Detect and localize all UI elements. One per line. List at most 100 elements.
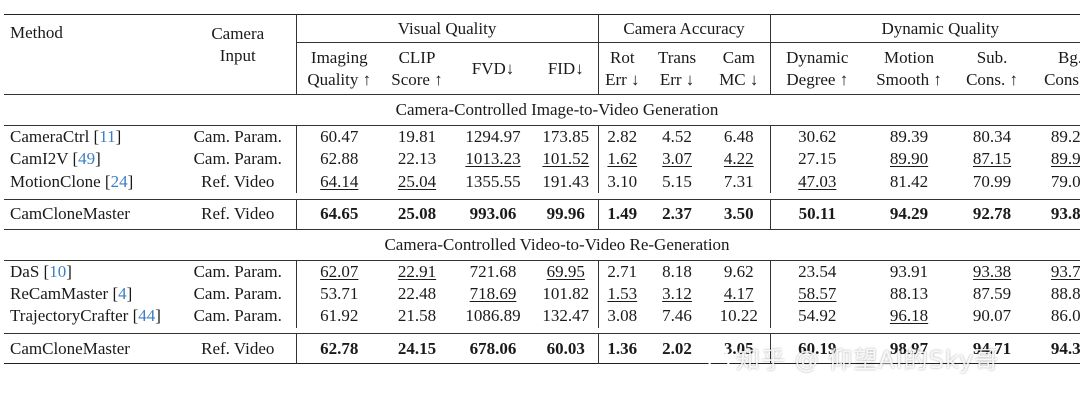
metric-value: 721.68 (452, 259, 534, 283)
metric-value-text: 4.52 (662, 127, 692, 146)
column-header-line: Imaging (310, 47, 368, 67)
camera-input-header-line: Input (219, 46, 256, 65)
column-header-line: Err ↓ (659, 69, 695, 89)
column-header-line: Cons. ↑ (1044, 69, 1080, 89)
metric-value: 87.59 (954, 283, 1030, 306)
citation-link[interactable]: 24 (110, 171, 128, 191)
metric-value-text: 173.85 (542, 127, 590, 146)
metric-value-text: 3.08 (607, 306, 638, 326)
citation-link[interactable]: 49 (78, 149, 96, 169)
metric-value: 70.99 (954, 171, 1030, 194)
table-row: ReCamMaster [4] Cam. Param. 53.71 22.48 718.… (4, 282, 1080, 306)
column-header-line: FVD↓ (471, 58, 515, 78)
metric-value-text: 22.48 (397, 283, 437, 303)
method-name: MotionClone [24] (4, 171, 180, 194)
metric-value-best: 1.49 (598, 198, 647, 229)
metric-value-text: 2.82 (607, 127, 638, 146)
metric-value-text: 718.69 (469, 283, 517, 303)
citation-link[interactable]: 11 (99, 127, 116, 146)
metric-value: 79.06 (1030, 171, 1080, 194)
section-title: Camera-Controlled Video-to-Video Re-Gene… (4, 228, 1080, 260)
method-header: Method (4, 14, 180, 95)
metric-value-text: 30.62 (798, 127, 837, 146)
camera-input-header: Camera Input (180, 14, 297, 95)
metric-value-best: 3.05 (708, 333, 771, 364)
metric-value-text: 191.43 (542, 171, 590, 191)
column-header-line: Dynamic (786, 47, 849, 67)
zhihu-logo-icon (708, 349, 730, 371)
metric-value-text: 87.59 (972, 283, 1012, 303)
citation-link[interactable]: 44 (138, 306, 156, 326)
metric-value-text: 96.18 (889, 306, 929, 326)
metric-value-text: 7.46 (662, 306, 692, 326)
table-row: CameraCtrl [11] Cam. Param. 60.47 19.81 1294… (4, 125, 1080, 148)
metric-value: 3.12 (646, 283, 708, 306)
camera-input: Cam. Param. (180, 282, 297, 305)
metric-value: 10.22 (708, 305, 771, 328)
metric-value-text: 86.09 (1050, 306, 1080, 326)
metric-value: 5.15 (646, 171, 708, 194)
metric-value: 62.07 (296, 259, 382, 283)
column-header-line: Trans (657, 47, 697, 67)
camera-input: Ref. Video (180, 198, 297, 229)
metric-value-best: 993.06 (452, 198, 534, 229)
metric-value: 3.10 (598, 171, 646, 194)
metric-value: 89.29 (1030, 125, 1080, 148)
metric-value-best: 50.11 (770, 198, 865, 229)
citation-bracket: ] (66, 261, 72, 281)
metric-value: 7.31 (708, 170, 771, 193)
citation-bracket: ] (127, 171, 134, 191)
column-header-line: Score ↑ (391, 69, 443, 89)
metric-value-best: 92.78 (954, 198, 1031, 229)
citation-link[interactable]: 10 (49, 261, 67, 281)
metric-value: 4.52 (646, 125, 709, 148)
metric-value: 88.13 (864, 283, 954, 306)
metric-value: 23.54 (770, 259, 865, 283)
metric-value-text: 53.71 (320, 283, 359, 303)
metric-value: 89.99 (1030, 148, 1080, 171)
metric-value-text: 23.54 (798, 261, 837, 281)
metric-value-text: 62.88 (320, 149, 359, 169)
method-name: ReCamMaster [4] (4, 283, 180, 306)
metric-value-text: 1.53 (607, 283, 638, 303)
metric-value: 1355.55 (452, 171, 534, 194)
citation-link[interactable]: 4 (118, 283, 127, 303)
metric-value: 101.82 (534, 282, 599, 305)
metric-value: 58.57 (770, 283, 864, 306)
metric-value: 93.77 (1030, 259, 1080, 283)
comparison-table: Method Camera Input Visual Quality Camera… (4, 14, 1080, 364)
metric-value-best: 94.71 (954, 333, 1031, 364)
metric-value: 25.04 (382, 171, 452, 194)
metric-value-text: 6.48 (723, 127, 754, 146)
metric-value: 3.08 (598, 305, 646, 328)
metric-value-text: 21.58 (397, 306, 437, 326)
method-name: CamCloneMaster (4, 333, 180, 364)
column-header-line: Cam (722, 47, 755, 67)
column-header-line: Err ↓ (605, 69, 640, 89)
citation-bracket: ] (95, 149, 101, 169)
column-header: Imaging Quality ↑ (296, 43, 382, 95)
metric-value-text: 7.31 (723, 171, 754, 191)
metric-value-best: 60.03 (534, 333, 599, 364)
metric-value-text: 132.47 (542, 306, 590, 326)
ours-row: CamCloneMaster Ref. Video 64.65 25.08 993.06… (4, 198, 1080, 229)
metric-value-text: 25.04 (397, 171, 437, 191)
group-visual-quality: Visual Quality (296, 14, 599, 43)
column-header-line: Motion (884, 47, 935, 67)
metric-value: 4.22 (708, 148, 771, 171)
metric-value-text: 89.99 (1050, 149, 1080, 169)
citation-bracket: ] (155, 306, 161, 326)
table-row: DaS [10] Cam. Param. 62.07 22.91 721.68 69.95… (4, 259, 1080, 283)
metric-value: 1.53 (598, 283, 646, 306)
metric-value-text: 3.12 (662, 283, 692, 303)
metric-value: 22.91 (382, 259, 452, 283)
metric-value-text: 87.15 (972, 149, 1012, 169)
metric-value-text: 60.47 (320, 127, 359, 146)
table-row: TrajectoryCrafter [44] Cam. Param. 61.92 21… (4, 305, 1080, 328)
metric-value-text: 89.29 (1050, 127, 1080, 146)
method-name: CamI2V [49] (4, 148, 180, 171)
metric-value-text: 1086.89 (465, 306, 521, 326)
metric-value-text: 1294.97 (465, 127, 521, 146)
metric-value-best: 62.78 (296, 333, 382, 364)
column-header: Cam MC ↓ (708, 42, 771, 95)
